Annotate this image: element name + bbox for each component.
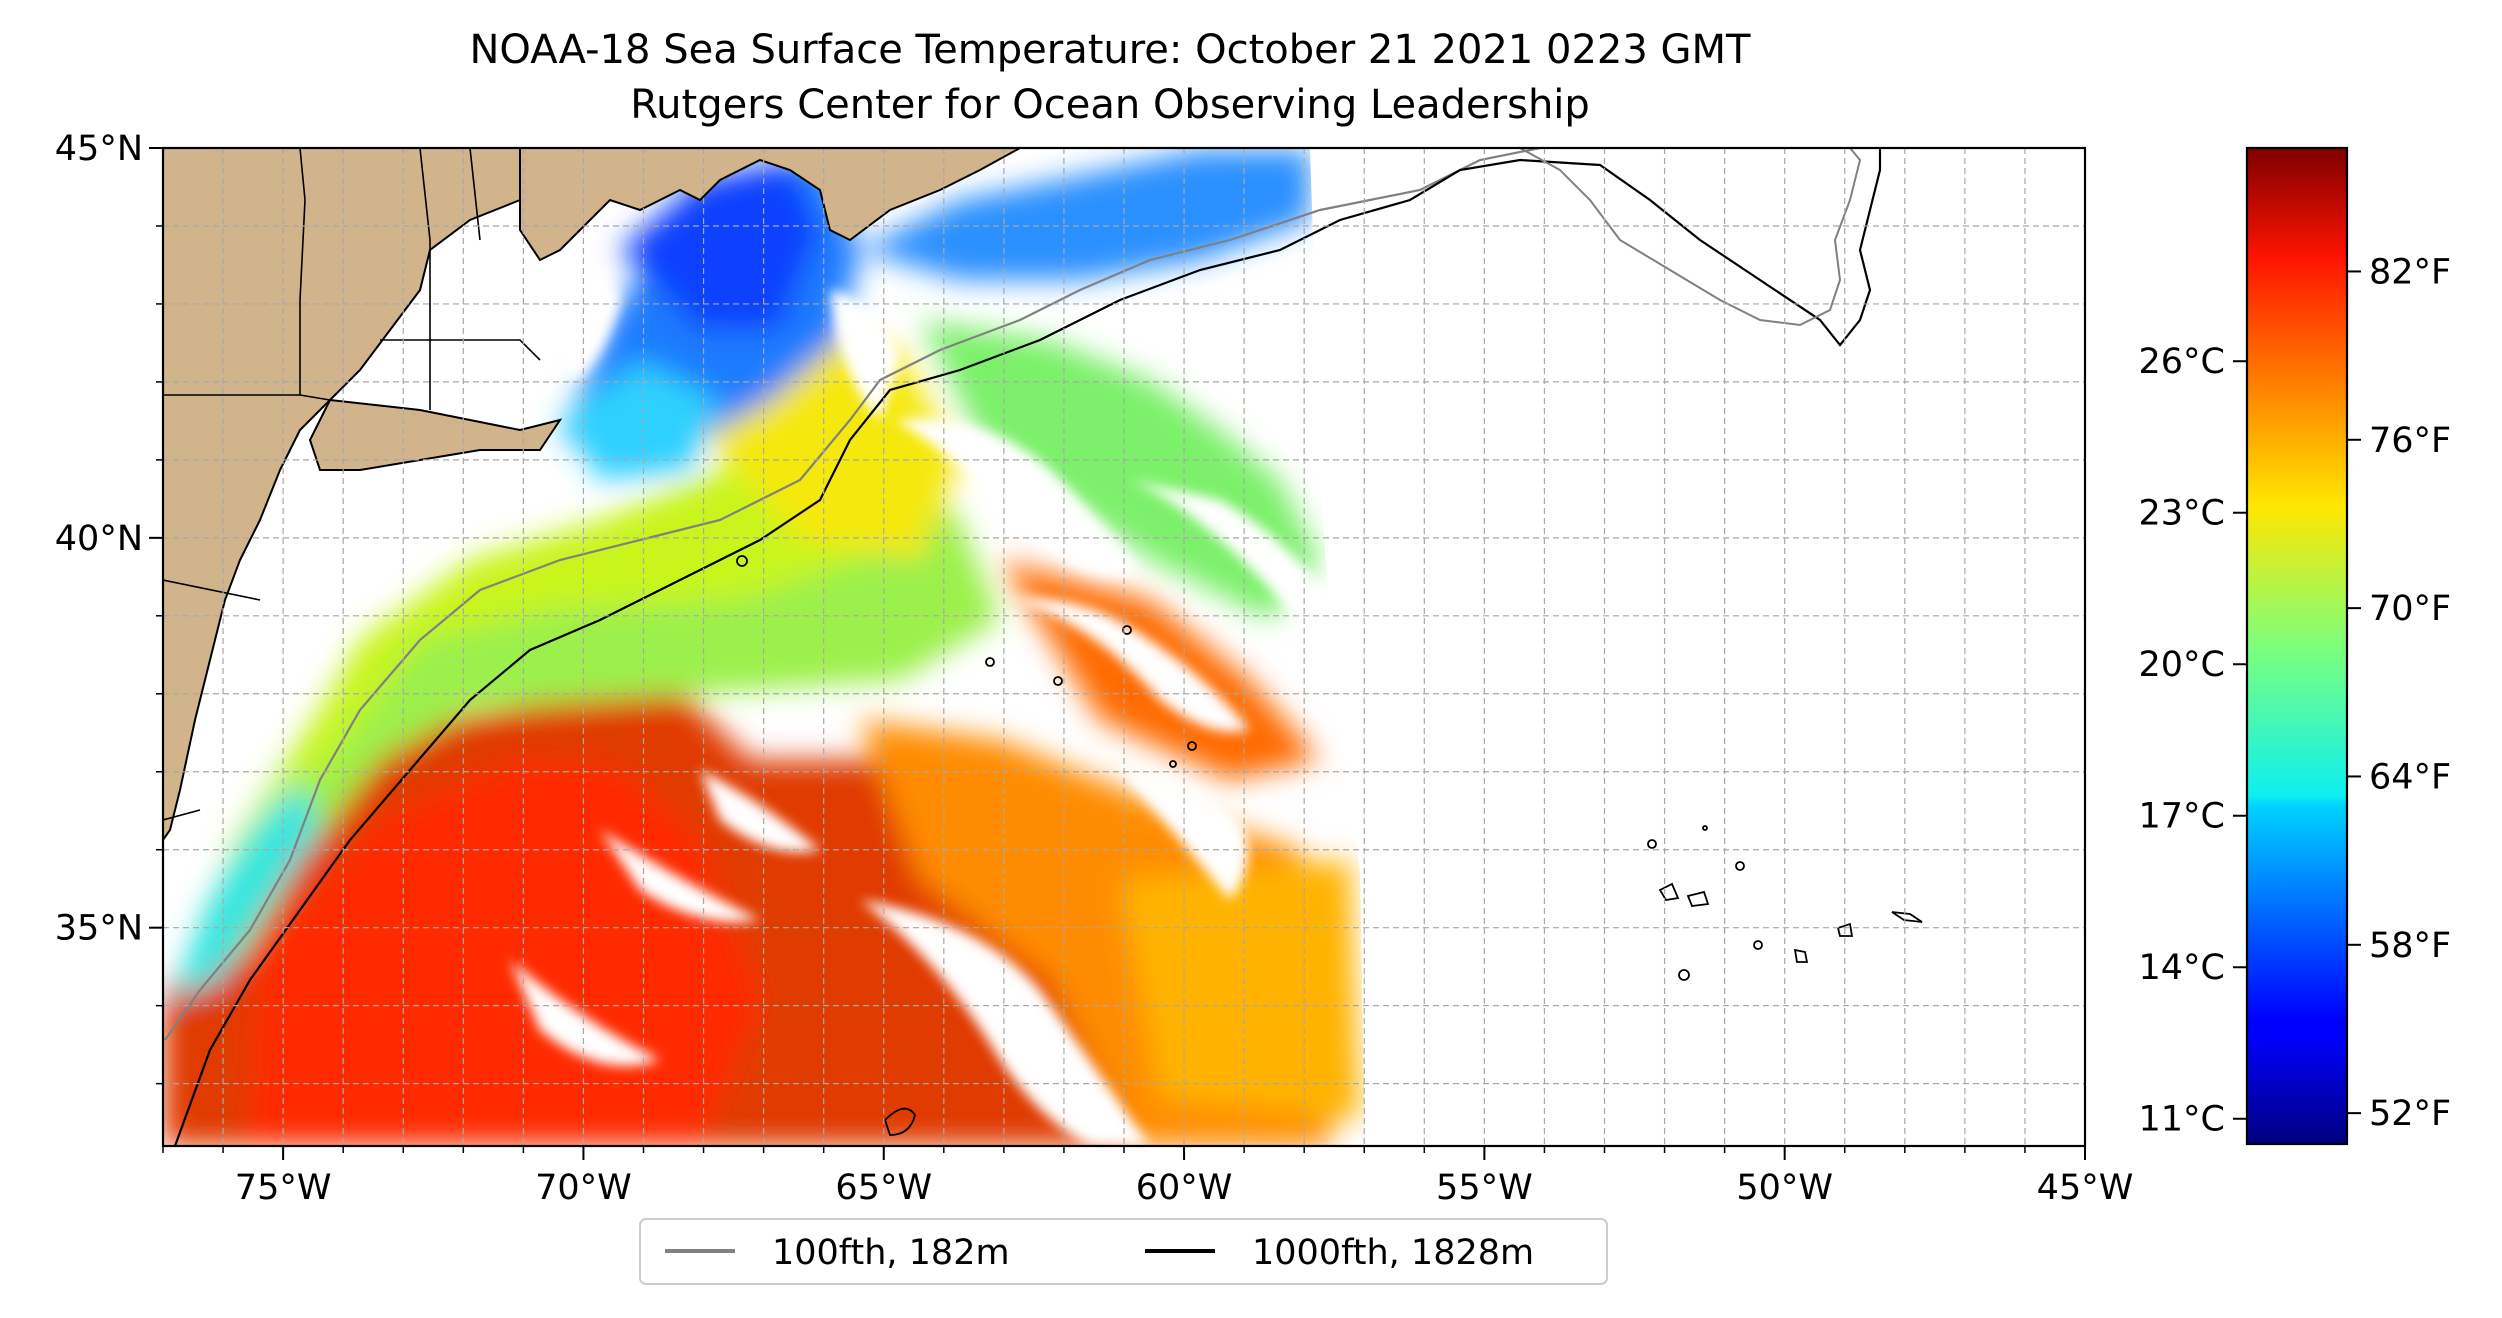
legend-label-100fth: 100fth, 182m (772, 1233, 1010, 1273)
colorbar-f-label: 58°F (2369, 926, 2451, 966)
cloud-mask (510, 148, 2085, 1146)
lat-tick-label: 45°N (55, 129, 143, 169)
colorbar-c-label: 26°C (2139, 342, 2225, 382)
colorbar-c-label: 20°C (2139, 645, 2225, 685)
colorbar-f-label: 76°F (2369, 421, 2451, 461)
figure-title: NOAA-18 Sea Surface Temperature: October… (470, 27, 1752, 73)
colorbar-c-label: 23°C (2139, 494, 2225, 534)
land (163, 148, 1021, 842)
latitude-axis: 45°N 40°N 35°N (55, 129, 163, 1085)
lon-tick-label: 60°W (1136, 1168, 1233, 1208)
colorbar-c-label: 14°C (2139, 948, 2225, 988)
colorbar: 52°F 58°F 64°F 70°F 76°F 82°F 11°C 14°C 17°C 20°… (2139, 146, 2451, 1146)
map-gridlines (163, 148, 2085, 1146)
longitude-axis: 75°W 70°W 65°W 60°W 55°W 50°W 45°W (162, 1146, 2134, 1208)
legend-box (639, 1218, 1608, 1285)
colorbar-fahrenheit-axis: 52°F 58°F 64°F 70°F 76°F 82°F (2347, 252, 2451, 1134)
legend-label-1000fth: 1000fth, 1828m (1252, 1233, 1534, 1273)
contour-1000fth (173, 148, 1882, 1146)
lon-tick-label: 45°W (2037, 1168, 2134, 1208)
colorbar-c-label: 17°C (2139, 797, 2225, 837)
colorbar-f-label: 52°F (2369, 1094, 2451, 1134)
contour-legend: 100fth, 182m 1000fth, 1828m (639, 1218, 1608, 1285)
lon-tick-label: 50°W (1736, 1168, 1833, 1208)
seamounts (736, 555, 1923, 1136)
figure-subtitle: Rutgers Center for Ocean Observing Leade… (630, 82, 1590, 128)
lat-tick-label: 35°N (55, 909, 143, 949)
lon-tick-label: 75°W (235, 1168, 332, 1208)
lon-tick-label: 70°W (535, 1168, 632, 1208)
state-borders (163, 148, 541, 821)
colorbar-c-label: 11°C (2139, 1100, 2225, 1140)
lon-tick-label: 55°W (1436, 1168, 1533, 1208)
colorbar-gradient (2245, 146, 2349, 1146)
lat-tick-label: 40°N (55, 519, 143, 559)
contour-100fth (164, 148, 1541, 1041)
colorbar-f-label: 70°F (2369, 589, 2451, 629)
map-panel (163, 148, 2085, 1146)
colorbar-f-label: 64°F (2369, 757, 2451, 797)
contour-100fth-grand-banks (1519, 148, 1862, 327)
colorbar-celsius-axis: 11°C 14°C 17°C 20°C 23°C 26°C (2139, 342, 2247, 1140)
lon-tick-label: 65°W (835, 1168, 932, 1208)
colorbar-f-label: 82°F (2369, 252, 2451, 292)
